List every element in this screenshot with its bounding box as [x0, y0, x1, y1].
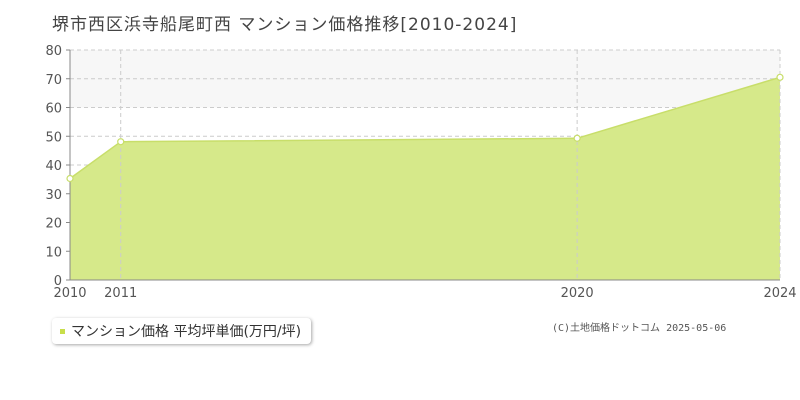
y-tick-label-60: 60: [45, 102, 62, 117]
x-tick-label-2011: 2011: [104, 286, 137, 300]
x-tick-label-2010: 2010: [53, 286, 86, 300]
vertical-gridlines: [120, 50, 781, 280]
data-points: [66, 73, 784, 183]
copyright: (C)土地価格ドットコム 2025-05-06: [552, 323, 727, 334]
y-tick-label-10: 10: [45, 245, 62, 260]
data-point-2020: [573, 134, 581, 142]
price-line: [69, 76, 781, 180]
y-tick-labels: 0 10 20 30 40 50 60 70 80: [45, 44, 70, 289]
price-area: [70, 77, 780, 280]
x-tick-labels: 2010 2011 2020 2024: [53, 286, 796, 300]
y-tick-label-20: 20: [45, 217, 62, 232]
data-point-2011: [117, 138, 125, 146]
y-tick-label-40: 40: [45, 159, 62, 174]
y-tick-label-0: 0: [54, 274, 62, 289]
legend: マンション価格 平均坪単価(万円/坪): [52, 318, 312, 344]
y-tick-label-70: 70: [45, 73, 62, 88]
legend-label: マンション価格 平均坪単価(万円/坪): [71, 324, 302, 340]
data-point-2024: [776, 73, 784, 81]
y-tick-label-80: 80: [45, 44, 62, 59]
y-tick-label-50: 50: [45, 130, 62, 145]
chart-title: 堺市西区浜寺船尾町西 マンション価格推移[2010-2024]: [52, 15, 518, 35]
price-chart: 0 10 20 30 40 50 60 70 80 2010 2011 2020 2024: [45, 44, 796, 300]
x-tick-label-2020: 2020: [561, 286, 594, 300]
legend-swatch: [60, 328, 65, 334]
y-tick-label-30: 30: [45, 188, 62, 203]
data-point-2010: [66, 174, 74, 183]
x-tick-label-2024: 2024: [763, 286, 796, 300]
